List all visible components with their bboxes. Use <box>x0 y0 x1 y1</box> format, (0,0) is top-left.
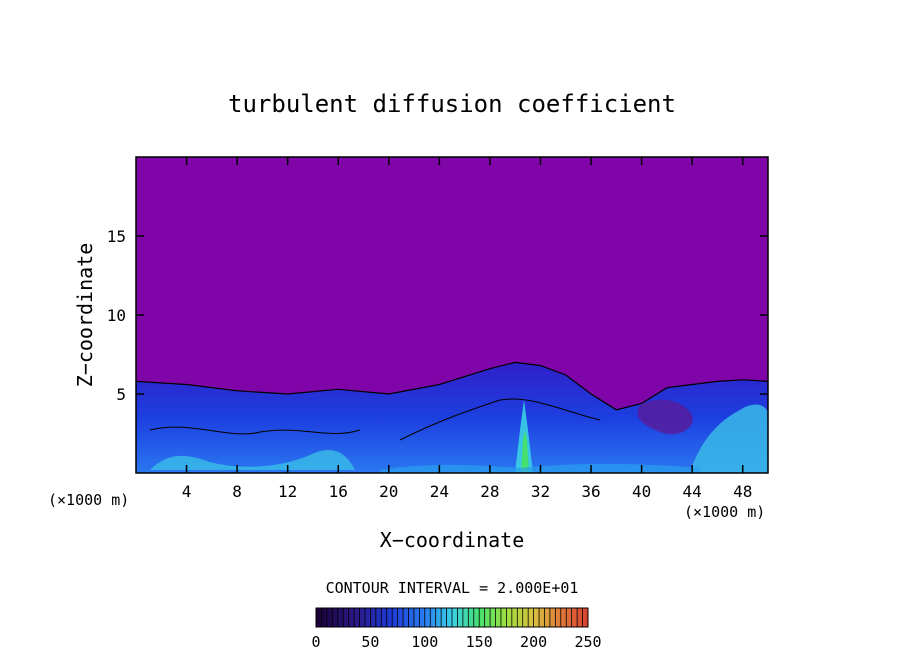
boundary-layer <box>136 361 768 473</box>
x-axis-label: X−coordinate <box>380 528 525 552</box>
contour-interval-label: CONTOUR INTERVAL = 2.000E+01 <box>326 579 579 597</box>
x-tick-label: 20 <box>379 482 398 501</box>
colorbar-divisions <box>321 608 583 627</box>
x-tick-label: 24 <box>430 482 449 501</box>
x-tick-label: 48 <box>733 482 752 501</box>
x-unit-right: (×1000 m) <box>684 503 765 521</box>
y-axis-label: Z−coordinate <box>73 243 97 388</box>
x-tick-label: 12 <box>278 482 297 501</box>
colorbar-tick-label: 200 <box>520 633 547 651</box>
cyan-plume-right <box>690 404 768 473</box>
boundary-layer-field <box>136 362 768 473</box>
colorbar-tick-label: 0 <box>311 633 320 651</box>
y-tick-label: 5 <box>116 385 126 404</box>
x-tick-label: 16 <box>329 482 348 501</box>
inner-contour-mid <box>399 398 601 441</box>
chart-title: turbulent diffusion coefficient <box>228 90 676 118</box>
y-tick-label: 15 <box>107 227 126 246</box>
x-tick-label: 28 <box>480 482 499 501</box>
cyan-plume-left <box>150 450 355 470</box>
colorbar-tick-label: 100 <box>411 633 438 651</box>
inner-contour-left <box>149 426 361 435</box>
x-axis-ticks: 4 8 12 16 20 24 28 32 36 40 44 48 <box>182 157 752 501</box>
x-unit-left: (×1000 m) <box>48 491 129 509</box>
green-core-center <box>521 430 529 473</box>
x-tick-label: 44 <box>683 482 702 501</box>
colorbar-tick-label: 150 <box>466 633 493 651</box>
boundary-layer-contour <box>136 361 768 411</box>
colorbar-tick-label: 250 <box>574 633 601 651</box>
colorbar-tick-labels: 0 50 100 150 200 250 <box>311 633 601 651</box>
x-tick-label: 4 <box>182 482 192 501</box>
x-tick-label: 32 <box>531 482 550 501</box>
dark-patch-right <box>637 399 693 435</box>
x-tick-label: 8 <box>232 482 242 501</box>
colorbar-tick-label: 50 <box>361 633 379 651</box>
x-tick-label: 40 <box>632 482 651 501</box>
x-tick-label: 36 <box>581 482 600 501</box>
y-axis-ticks: 5 10 15 <box>107 227 768 404</box>
y-tick-label: 10 <box>107 306 126 325</box>
